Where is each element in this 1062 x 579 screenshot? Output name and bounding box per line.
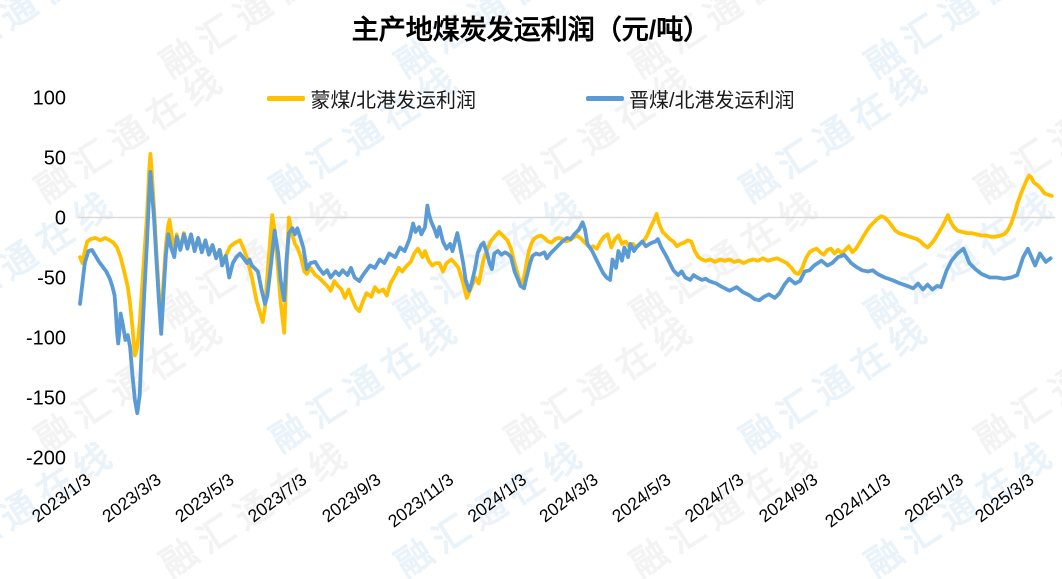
x-axis-tick-label: 2023/11/3 <box>384 469 457 531</box>
x-axis-tick-label: 2023/7/3 <box>244 469 310 526</box>
y-axis-tick-label: 100 <box>33 88 66 110</box>
legend: 蒙煤/北港发运利润 晋煤/北港发运利润 <box>0 84 1062 113</box>
x-axis-tick-label: 2023/5/3 <box>171 469 237 526</box>
y-axis-tick-label: -150 <box>26 388 66 410</box>
y-axis-tick-label: -100 <box>26 328 66 350</box>
x-axis-tick-label: 2024/11/3 <box>821 469 894 531</box>
x-axis-tick-label: 2024/9/3 <box>755 469 821 526</box>
legend-label: 晋煤/北港发运利润 <box>629 90 795 112</box>
x-axis-tick-label: 2024/7/3 <box>681 469 747 526</box>
x-axis-labels: 2023/1/3 2023/3/3 2023/5/3 2023/7/3 2023/9/3… <box>28 469 1038 531</box>
y-axis-tick-label: 50 <box>44 148 66 170</box>
x-axis-tick-label: 2023/3/3 <box>98 469 164 526</box>
line-swatch-blue <box>586 96 624 101</box>
y-axis-tick-label: -50 <box>37 268 66 290</box>
chart-title: 主产地煤炭发运利润（元/吨） <box>351 15 711 45</box>
legend-item-mengmei: 蒙煤/北港发运利润 <box>267 84 476 113</box>
series-lines <box>78 151 1054 416</box>
x-axis-tick-label: 2024/5/3 <box>608 469 674 526</box>
x-axis-tick-label: 2024/1/3 <box>464 469 530 526</box>
series-line-jinmei <box>78 169 1053 416</box>
x-axis-tick-label: 2025/1/3 <box>901 469 967 526</box>
line-swatch-yellow <box>267 96 306 101</box>
y-axis-tick-label: 0 <box>55 208 66 230</box>
x-axis-tick-label: 2024/3/3 <box>535 469 601 526</box>
x-axis-tick-label: 2025/3/3 <box>971 469 1037 526</box>
legend-item-jinmei: 晋煤/北港发运利润 <box>586 84 795 113</box>
x-axis-tick-label: 2023/1/3 <box>28 469 94 526</box>
y-axis-labels: 100 50 0 -50 -100 -150 -200 <box>26 88 66 470</box>
legend-label: 蒙煤/北港发运利润 <box>310 90 476 112</box>
x-axis-tick-label: 2023/9/3 <box>318 469 384 526</box>
y-axis-tick-label: -200 <box>26 448 66 470</box>
